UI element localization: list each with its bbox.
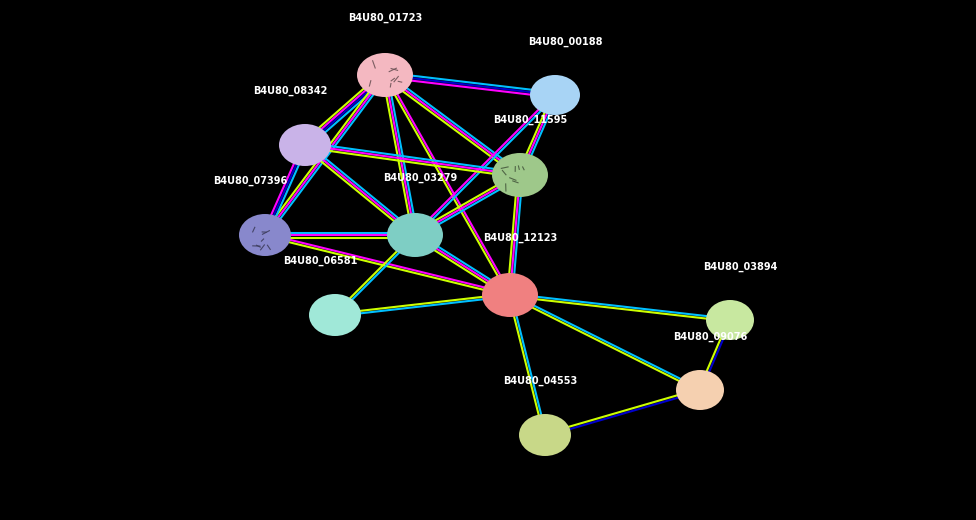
Ellipse shape: [530, 75, 580, 115]
Ellipse shape: [519, 414, 571, 456]
Text: B4U80_03894: B4U80_03894: [703, 262, 777, 272]
Text: B4U80_00188: B4U80_00188: [528, 37, 602, 47]
Text: B4U80_09076: B4U80_09076: [672, 332, 747, 342]
Ellipse shape: [357, 53, 413, 97]
Text: B4U80_08342: B4U80_08342: [253, 86, 327, 96]
Text: B4U80_01723: B4U80_01723: [347, 12, 423, 23]
Ellipse shape: [676, 370, 724, 410]
Ellipse shape: [387, 213, 443, 257]
Ellipse shape: [706, 300, 754, 340]
Ellipse shape: [239, 214, 291, 256]
Text: B4U80_03279: B4U80_03279: [383, 173, 457, 183]
Ellipse shape: [492, 153, 548, 197]
Text: B4U80_06581: B4U80_06581: [283, 256, 357, 266]
Text: B4U80_07396: B4U80_07396: [213, 176, 287, 186]
Text: B4U80_11595: B4U80_11595: [493, 115, 567, 125]
Ellipse shape: [309, 294, 361, 336]
Ellipse shape: [482, 273, 538, 317]
Ellipse shape: [279, 124, 331, 166]
Text: B4U80_04553: B4U80_04553: [503, 376, 577, 386]
Text: B4U80_12123: B4U80_12123: [483, 233, 557, 243]
